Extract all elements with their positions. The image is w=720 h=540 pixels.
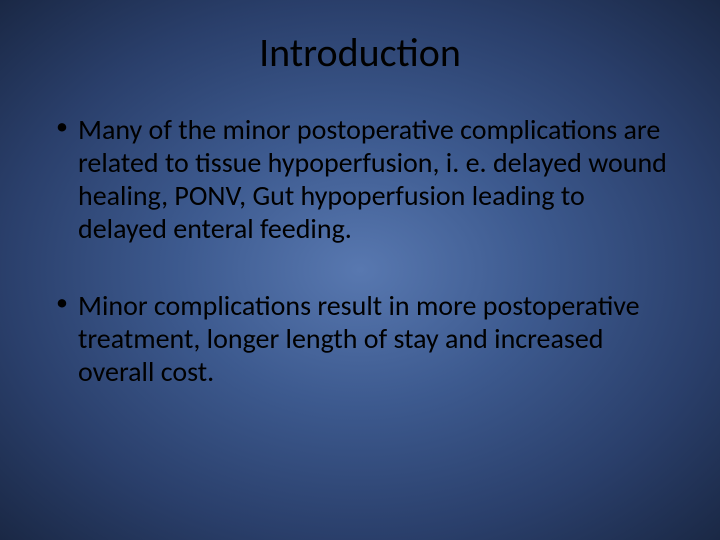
bullet-item: Minor complications result in more posto…: [54, 289, 672, 388]
slide-title: Introduction: [48, 28, 672, 77]
slide-content: Many of the minor postoperative complica…: [48, 113, 672, 388]
bullet-item: Many of the minor postoperative complica…: [54, 113, 672, 245]
bullet-list: Many of the minor postoperative complica…: [54, 113, 672, 388]
slide-container: Introduction Many of the minor postopera…: [0, 0, 720, 540]
